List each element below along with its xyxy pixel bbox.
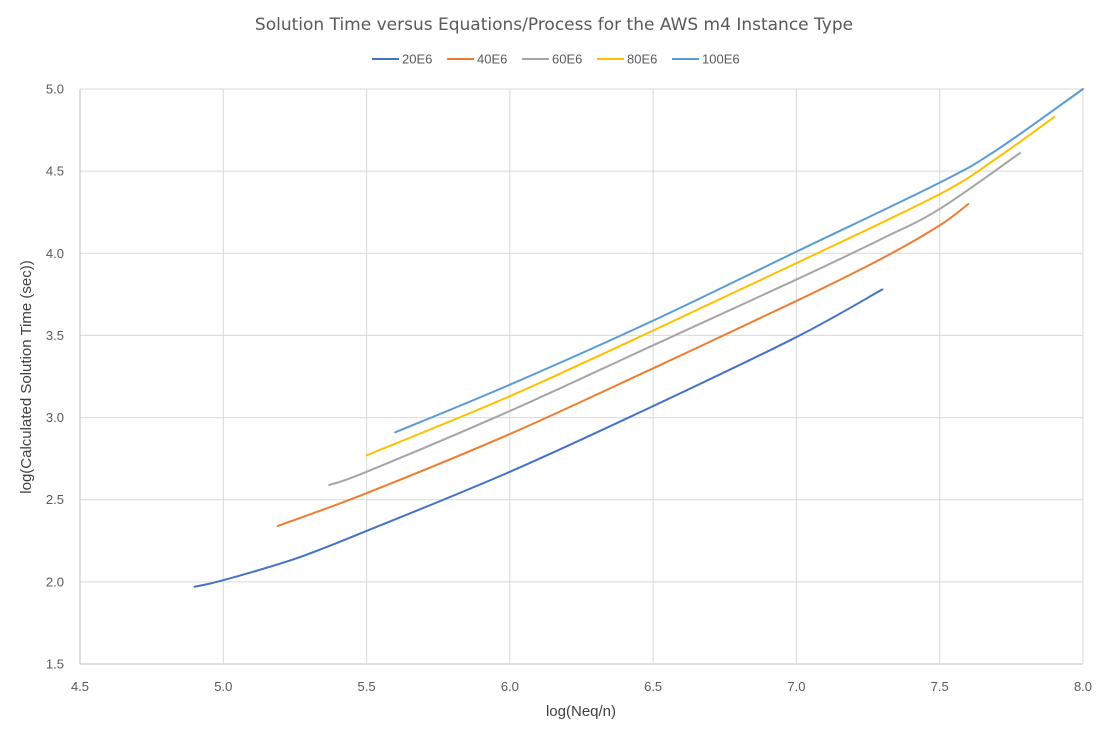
- x-tick-label-2: 5.5: [358, 679, 376, 694]
- chart-title: Solution Time versus Equations/Process f…: [255, 15, 853, 35]
- y-tick-label-3: 3.0: [46, 410, 64, 425]
- series-lines: [193, 88, 1084, 588]
- y-tick-label-5: 4.0: [46, 246, 64, 261]
- y-tick-label-7: 5.0: [46, 82, 64, 97]
- y-tick-label-6: 4.5: [46, 164, 64, 179]
- y-tick-labels: 1.5 2.0 2.5 3.0 3.5 4.0 4.5 5.0: [46, 82, 64, 672]
- x-axis-label: log(Neq/n): [546, 703, 616, 720]
- series-line-20E6: [193, 288, 884, 588]
- legend-label-100E6: 100E6: [702, 52, 740, 67]
- x-tick-label-4: 6.5: [644, 679, 662, 694]
- y-tick-label-4: 3.5: [46, 328, 64, 343]
- series-line-40E6: [276, 203, 970, 527]
- y-tick-label-2: 2.5: [46, 492, 64, 507]
- series-line-80E6: [365, 115, 1056, 457]
- y-tick-label-1: 2.0: [46, 574, 64, 589]
- x-tick-label-5: 7.0: [787, 679, 805, 694]
- y-gridlines: [80, 88, 1083, 665]
- legend: 20E6 40E6 60E6 80E6 100E6: [372, 52, 740, 67]
- y-tick-label-0: 1.5: [46, 657, 64, 672]
- x-tick-labels: 4.5 5.0 5.5 6.0 6.5 7.0 7.5 8.0: [71, 679, 1092, 694]
- legend-label-60E6: 60E6: [552, 52, 582, 67]
- x-tick-label-0: 4.5: [71, 679, 89, 694]
- y-axis-label: log(Calculated Solution Time (sec)): [18, 260, 35, 493]
- x-tick-label-6: 7.5: [931, 679, 949, 694]
- legend-label-20E6: 20E6: [402, 52, 432, 67]
- x-tick-label-3: 6.0: [501, 679, 519, 694]
- series-line-100E6: [394, 88, 1084, 434]
- legend-label-40E6: 40E6: [477, 52, 507, 67]
- x-gridlines: [79, 89, 1084, 664]
- legend-label-80E6: 80E6: [627, 52, 657, 67]
- x-tick-label-1: 5.0: [214, 679, 232, 694]
- series-line-60E6: [328, 152, 1021, 486]
- x-tick-label-7: 8.0: [1074, 679, 1092, 694]
